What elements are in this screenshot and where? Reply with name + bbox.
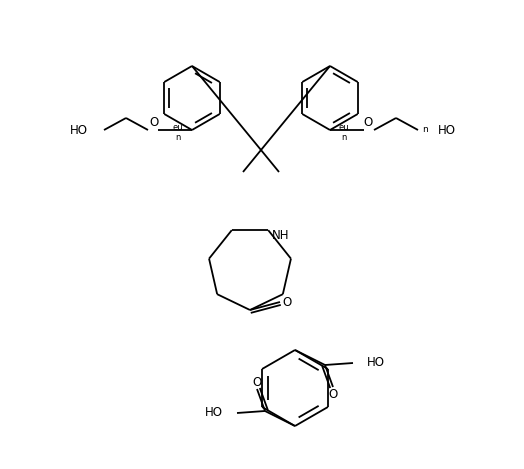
Text: HO: HO	[205, 407, 223, 419]
Text: n: n	[422, 126, 428, 135]
Text: O: O	[149, 115, 159, 129]
Text: O: O	[282, 295, 292, 309]
Text: NH: NH	[271, 229, 289, 242]
Text: HO: HO	[70, 123, 88, 136]
Text: n: n	[176, 133, 181, 142]
Text: HO: HO	[367, 356, 385, 370]
Text: O: O	[363, 115, 373, 129]
Text: eu: eu	[173, 123, 183, 133]
Text: O: O	[253, 376, 261, 388]
Text: eu: eu	[339, 123, 350, 133]
Text: O: O	[329, 387, 337, 401]
Text: n: n	[341, 133, 347, 142]
Text: HO: HO	[438, 123, 456, 136]
